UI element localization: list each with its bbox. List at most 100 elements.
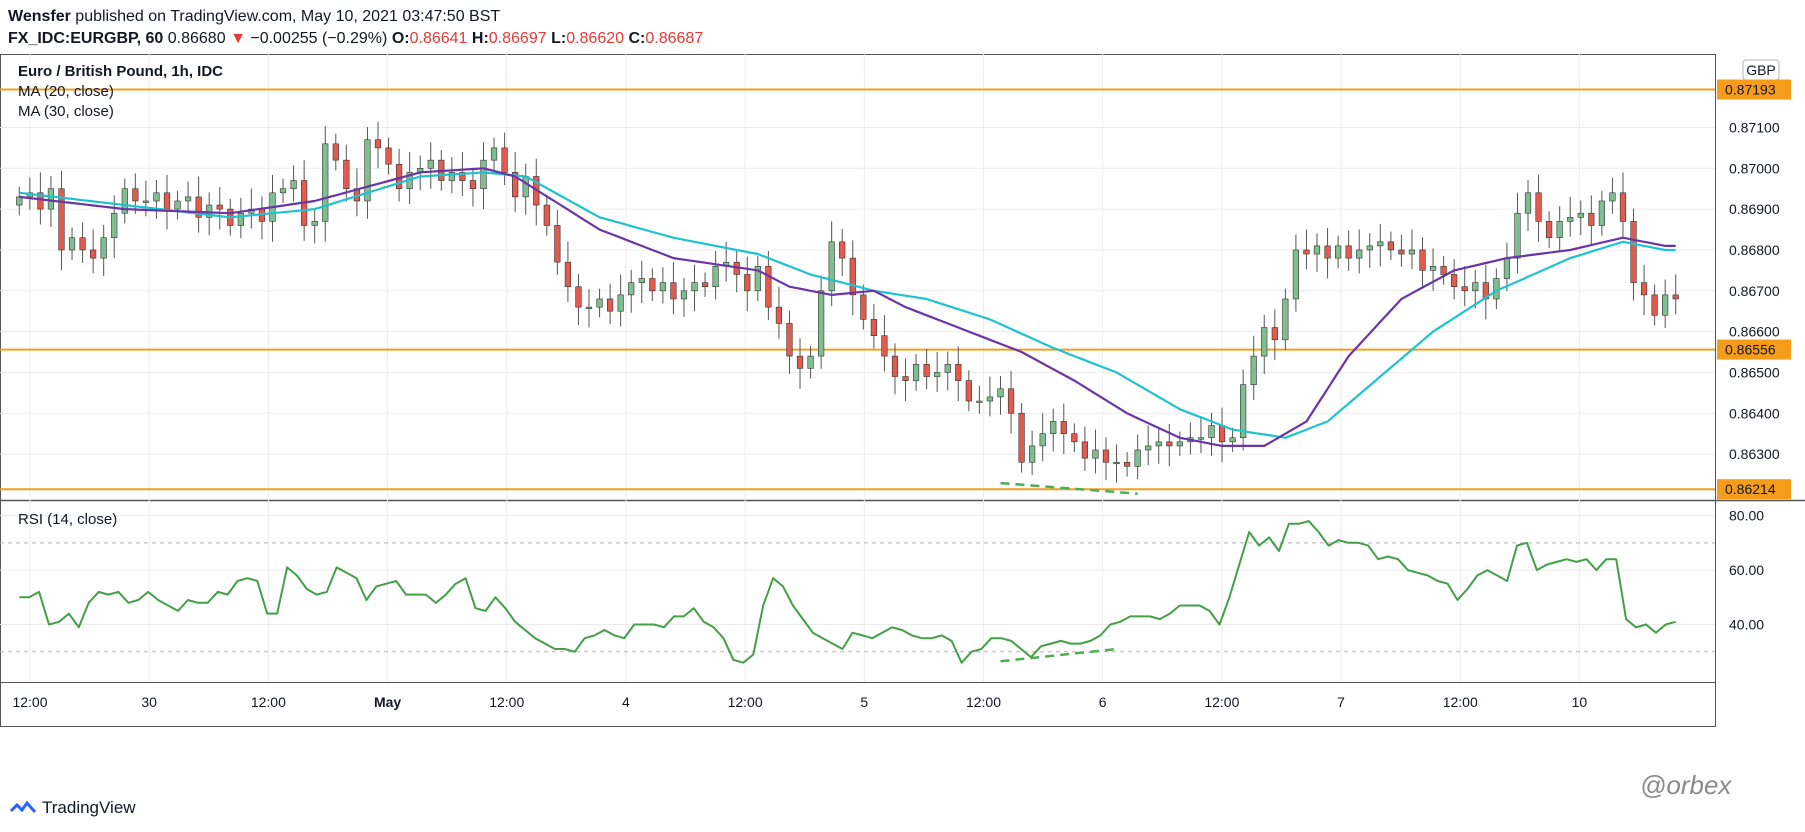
- x-tick-label: 10: [1572, 694, 1588, 710]
- candle-body: [1609, 192, 1616, 202]
- x-tick-label: 12:00: [12, 694, 47, 710]
- watermark: @orbex: [1640, 770, 1732, 800]
- candle-body: [1229, 437, 1236, 443]
- candle-body: [58, 188, 65, 251]
- candle-body: [132, 188, 139, 202]
- candle-body: [934, 372, 941, 377]
- candle-body: [448, 172, 455, 181]
- candle-body: [153, 192, 160, 202]
- candle-body: [1303, 249, 1310, 255]
- candle-body: [1113, 461, 1120, 465]
- level-price-badge: [1717, 339, 1791, 360]
- candle-body: [1672, 294, 1679, 300]
- publisher-name[interactable]: Wensfer: [8, 8, 71, 25]
- candle-body: [501, 147, 508, 173]
- candle-body: [1546, 221, 1553, 239]
- candle-body: [332, 143, 339, 161]
- footer-brand[interactable]: TradingView: [10, 798, 136, 818]
- main-legend-title: Euro / British Pound, 1h, IDC: [18, 63, 223, 80]
- candle-body: [1598, 200, 1605, 226]
- candle-body: [1640, 282, 1648, 296]
- candle-body: [1619, 192, 1627, 222]
- candle-body: [828, 241, 835, 292]
- candle-body: [111, 212, 118, 239]
- last-price: 0.86680: [167, 30, 226, 47]
- ma20-line: [19, 167, 1676, 447]
- candle-body: [1018, 412, 1025, 463]
- candle-body: [712, 265, 719, 288]
- candle-body: [659, 282, 666, 292]
- candle-body: [469, 180, 477, 190]
- candle-body: [701, 282, 709, 288]
- price-tick-label: 0.86900: [1729, 201, 1780, 217]
- candle-body: [1039, 433, 1046, 447]
- candle-body: [1398, 249, 1405, 255]
- candle-body: [596, 298, 603, 308]
- candle-body: [670, 282, 677, 300]
- candle-body: [459, 172, 466, 181]
- candle-body: [765, 265, 772, 308]
- brand-name: TradingView: [42, 798, 136, 817]
- candles: [16, 121, 1679, 483]
- symbol-line: FX_IDC:EURGBP, 60 0.86680 ▼ −0.00255 (−0…: [8, 28, 1788, 50]
- candle-body: [1567, 217, 1574, 222]
- chart-area[interactable]: 12:00 30 12:00 May 12:00 4 12:00 5 12:00 6 12:00 7 1…: [0, 54, 1805, 784]
- candle-body: [1419, 249, 1426, 271]
- candle-body: [1556, 221, 1563, 239]
- x-tick-label: 7: [1337, 694, 1345, 710]
- candle-body: [1155, 441, 1162, 447]
- candle-body: [322, 143, 329, 222]
- chart-header: Wensfer published on TradingView.com, Ma…: [8, 6, 1788, 50]
- close-label: C:: [628, 30, 646, 47]
- candle-body: [16, 196, 23, 206]
- x-tick-label: 12:00: [251, 694, 286, 710]
- candle-body: [1345, 245, 1352, 259]
- candle-body: [1377, 241, 1384, 247]
- candle-body: [575, 286, 582, 308]
- candle-body: [585, 306, 593, 309]
- grid-lines: [0, 54, 1715, 682]
- candle-body: [1630, 221, 1637, 283]
- candle-body: [870, 319, 877, 336]
- published-text: published on TradingView.com, May 10, 20…: [75, 8, 501, 25]
- price-tick-label: 0.86300: [1729, 446, 1780, 462]
- high-value: 0.86697: [488, 30, 547, 47]
- candle-body: [986, 396, 994, 402]
- level-price-badge: [1717, 479, 1791, 500]
- candle-body: [1662, 294, 1669, 316]
- candle-body: [290, 180, 297, 190]
- candle-body: [1577, 212, 1584, 218]
- publish-line: Wensfer published on TradingView.com, Ma…: [8, 6, 1788, 28]
- rsi-line: [19, 520, 1676, 664]
- candle-body: [1166, 441, 1173, 447]
- x-tick-label: May: [374, 694, 401, 710]
- candle-body: [1335, 245, 1342, 259]
- candle-body: [1482, 282, 1489, 300]
- candle-body: [1071, 433, 1078, 443]
- candle-body: [649, 278, 656, 292]
- candle-body: [121, 188, 128, 214]
- rsi-tick-label: 40.00: [1729, 617, 1764, 633]
- candle-body: [1197, 437, 1205, 440]
- level-price-label: 0.86556: [1725, 342, 1776, 358]
- candle-body: [976, 400, 983, 403]
- x-tick-label: 30: [141, 694, 157, 710]
- candle-body: [37, 192, 44, 210]
- open-label: O:: [391, 30, 410, 47]
- x-tick-label: 12:00: [1204, 694, 1239, 710]
- candle-body: [1060, 421, 1067, 434]
- candle-body: [818, 290, 825, 357]
- candle-body: [490, 147, 498, 161]
- candle-body: [849, 257, 856, 296]
- candle-body: [216, 204, 223, 210]
- candle-body: [1387, 241, 1394, 251]
- candle-body: [997, 388, 1004, 398]
- rsi-legend: RSI (14, close): [18, 511, 117, 528]
- candle-body: [965, 380, 972, 402]
- candle-body: [1472, 282, 1479, 292]
- candle-body: [796, 355, 804, 369]
- price-tick-label: 0.86400: [1729, 405, 1780, 421]
- ma20-legend: MA (20, close): [18, 83, 114, 100]
- candle-body: [1282, 298, 1289, 341]
- candle-body: [237, 212, 244, 226]
